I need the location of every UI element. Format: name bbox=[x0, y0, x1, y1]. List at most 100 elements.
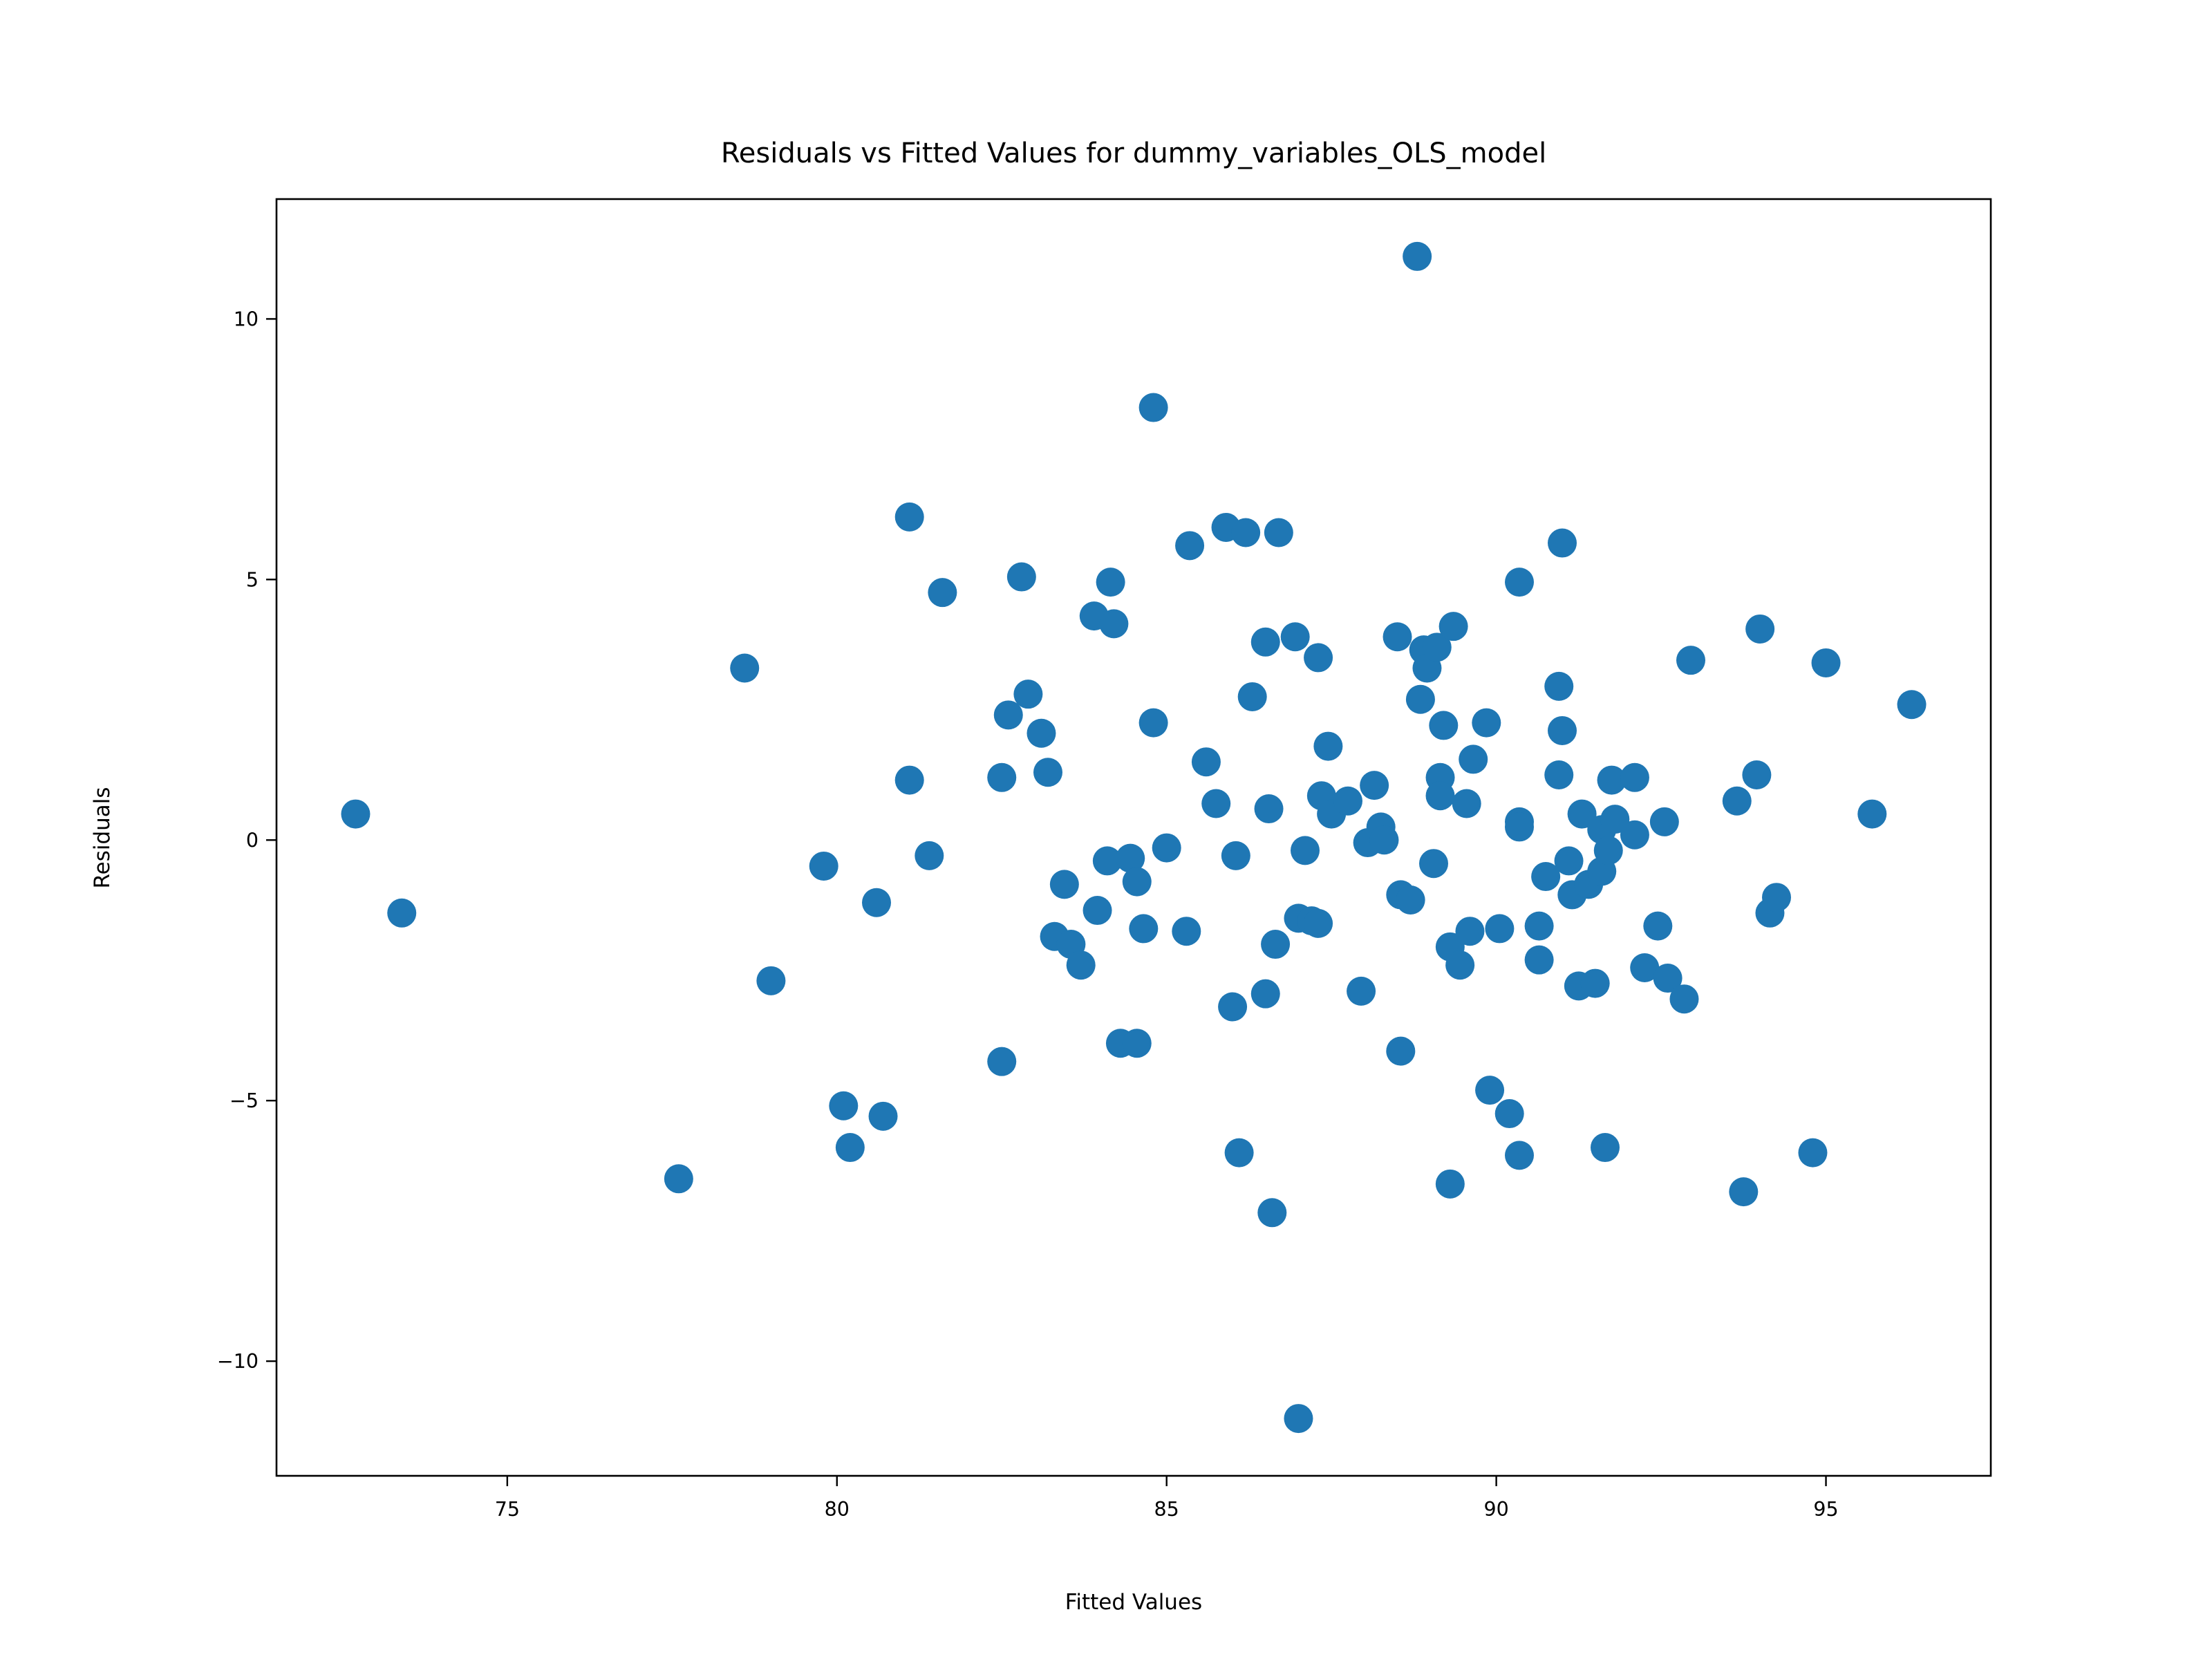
scatter-point bbox=[1382, 622, 1412, 652]
scatter-point bbox=[1006, 562, 1036, 592]
scatter-point bbox=[1304, 908, 1333, 938]
scatter-point bbox=[1175, 531, 1205, 561]
scatter-point bbox=[1591, 1133, 1620, 1163]
scatter-point bbox=[862, 888, 891, 917]
scatter-point bbox=[1593, 836, 1623, 865]
scatter-point bbox=[1172, 917, 1201, 946]
scatter-point bbox=[1122, 1029, 1152, 1058]
scatter-point bbox=[1403, 241, 1432, 271]
scatter-point bbox=[1422, 632, 1452, 662]
x-tick-label: 85 bbox=[1154, 1498, 1179, 1521]
scatter-point bbox=[1257, 1198, 1287, 1228]
scatter-point bbox=[1396, 885, 1425, 915]
scatter-point bbox=[1811, 648, 1841, 677]
x-tick-label: 75 bbox=[495, 1498, 520, 1521]
scatter-point bbox=[341, 799, 371, 829]
scatter-point bbox=[1643, 911, 1673, 941]
scatter-point bbox=[1649, 807, 1679, 836]
scatter-point bbox=[1425, 781, 1455, 811]
scatter-point bbox=[1360, 771, 1389, 800]
scatter-point bbox=[1049, 870, 1079, 899]
x-tick-label: 80 bbox=[825, 1498, 850, 1521]
scatter-point bbox=[1066, 950, 1096, 980]
scatter-point bbox=[1459, 744, 1488, 774]
scatter-point bbox=[1419, 849, 1448, 879]
x-tick-label: 95 bbox=[1813, 1498, 1838, 1521]
scatter-point bbox=[987, 762, 1017, 792]
scatter-point bbox=[1027, 718, 1056, 748]
scatter-point bbox=[1129, 914, 1159, 944]
scatter-point bbox=[1630, 953, 1660, 982]
scatter-point bbox=[1548, 528, 1577, 558]
scatter-point bbox=[1554, 846, 1584, 876]
scatter-point bbox=[1857, 799, 1887, 829]
y-axis-label: Residuals bbox=[90, 787, 115, 888]
scatter-point bbox=[1122, 867, 1152, 897]
scatter-point bbox=[1291, 836, 1320, 865]
scatter-point bbox=[894, 502, 924, 532]
scatter-point bbox=[1729, 1177, 1759, 1207]
scatter-point bbox=[756, 966, 786, 995]
scatter-point bbox=[1013, 679, 1043, 709]
scatter-point bbox=[1544, 760, 1574, 790]
scatter-point bbox=[1580, 968, 1610, 998]
y-tick-label: −10 bbox=[217, 1350, 259, 1373]
scatter-point bbox=[1099, 609, 1129, 639]
scatter-point bbox=[1485, 914, 1515, 944]
scatter-point bbox=[1676, 646, 1705, 675]
scatter-point bbox=[1669, 984, 1699, 1014]
scatter-point bbox=[915, 841, 944, 870]
scatter-point bbox=[1505, 1141, 1534, 1170]
scatter-point bbox=[928, 578, 957, 608]
scatter-point bbox=[1435, 1169, 1465, 1199]
scatter-point bbox=[1798, 1138, 1828, 1168]
scatter-point bbox=[829, 1091, 859, 1121]
y-tick-label: 5 bbox=[246, 568, 259, 591]
scatter-point bbox=[1742, 760, 1772, 790]
scatter-point bbox=[1138, 708, 1168, 738]
scatter-point bbox=[1224, 1138, 1254, 1168]
scatter-point bbox=[1264, 518, 1293, 547]
scatter-point bbox=[1548, 715, 1577, 745]
scatter-point bbox=[1221, 841, 1250, 870]
y-tick-label: −5 bbox=[229, 1089, 259, 1112]
scatter-point bbox=[1096, 568, 1125, 597]
scatter-point bbox=[1531, 862, 1561, 892]
scatter-point bbox=[1452, 789, 1481, 818]
scatter-point bbox=[835, 1133, 865, 1163]
scatter-point bbox=[1347, 976, 1376, 1006]
scatter-point bbox=[1745, 614, 1775, 644]
scatter-point bbox=[1237, 682, 1267, 711]
x-axis-ticks: 75 80 85 90 95 bbox=[495, 1476, 1839, 1521]
scatter-point bbox=[1231, 518, 1261, 547]
scatter-point bbox=[1284, 1404, 1313, 1434]
scatter-point bbox=[1261, 930, 1291, 959]
plot-area-frame bbox=[275, 198, 1992, 1477]
scatter-point bbox=[868, 1101, 898, 1131]
scatter-point bbox=[1250, 627, 1280, 657]
scatter-point bbox=[1600, 805, 1630, 834]
scatter-point bbox=[1438, 612, 1468, 641]
scatter-point bbox=[1254, 794, 1284, 824]
scatter-point bbox=[1505, 812, 1534, 842]
scatter-point bbox=[1138, 393, 1168, 422]
scatter-point bbox=[1597, 765, 1627, 795]
scatter-point bbox=[809, 851, 838, 881]
scatter-point bbox=[1092, 846, 1122, 876]
scatter-point bbox=[664, 1164, 693, 1194]
scatter-point bbox=[1567, 799, 1597, 829]
scatter-point bbox=[1445, 950, 1475, 980]
scatter-point bbox=[1369, 825, 1399, 855]
scatter-point bbox=[1280, 622, 1310, 652]
scatter-point bbox=[1475, 1076, 1505, 1105]
scatter-point bbox=[1250, 979, 1280, 1009]
scatter-point bbox=[1082, 896, 1112, 926]
y-axis-ticks: 10 5 0 −5 −10 bbox=[217, 308, 276, 1373]
y-tick-label: 10 bbox=[234, 308, 259, 330]
scatter-point bbox=[1722, 786, 1752, 816]
scatter-point bbox=[1524, 911, 1554, 941]
scatter-point bbox=[1620, 762, 1649, 792]
scatter-point bbox=[1386, 1036, 1416, 1066]
scatter-point bbox=[1494, 1099, 1524, 1129]
